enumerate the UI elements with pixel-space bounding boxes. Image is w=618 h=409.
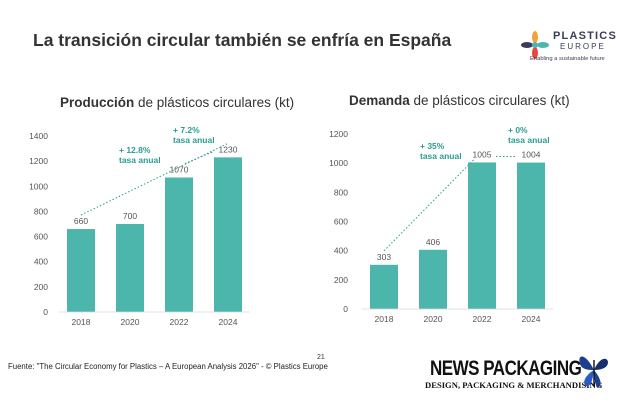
demand-title-rest: de plásticos circulares (kt)	[409, 93, 570, 108]
demand-data-label: 1004	[522, 150, 541, 160]
logo-name-line2: EUROPE	[560, 42, 606, 51]
demand-x-tick-label: 2022	[473, 314, 492, 324]
production-y-tick-label: 800	[34, 206, 48, 216]
demand-title-bold: Demanda	[349, 93, 410, 108]
production-data-label: 660	[74, 216, 88, 226]
logo-tagline: Enabling a sustainable future	[530, 56, 605, 62]
butterfly-icon	[579, 356, 608, 388]
demand-x-tick-label: 2024	[522, 314, 541, 324]
demand-y-tick-label: 400	[334, 246, 348, 256]
news-packaging-subtitle: DESIGN, PACKAGING & MERCHANDISING	[425, 380, 603, 390]
page-title: La transición circular también se enfría…	[33, 30, 452, 50]
production-data-label: 1070	[170, 164, 189, 174]
production-annotation-label: tasa anual	[173, 135, 215, 145]
production-bar	[116, 224, 144, 312]
production-y-tick-label: 0	[43, 307, 48, 317]
production-title-bold: Producción	[60, 95, 135, 110]
demand-chart-title: Demanda de plásticos circulares (kt)	[349, 93, 570, 108]
source-footnote: Fuente: "The Circular Economy for Plasti…	[8, 362, 328, 371]
demand-annotation-rate: + 0%	[508, 125, 528, 135]
production-y-tick-label: 200	[34, 282, 48, 292]
production-y-tick-label: 1200	[29, 156, 48, 166]
demand-bar	[370, 264, 398, 309]
production-data-label: 700	[123, 211, 137, 221]
demand-annotation-label: tasa anual	[420, 151, 462, 161]
production-chart-title: Producción de plásticos circulares (kt)	[60, 95, 294, 110]
production-bar	[67, 229, 95, 312]
production-trend-line-a	[80, 142, 229, 216]
news-packaging-title: NEWS PACKAGING	[430, 356, 582, 380]
production-data-label: 1230	[219, 144, 238, 154]
production-x-tick-label: 2018	[72, 317, 91, 327]
demand-data-label: 406	[426, 237, 440, 247]
logo-name-line1: PLASTICS	[553, 30, 617, 42]
star-icon	[521, 31, 549, 59]
production-annotation-rate: + 7.2%	[173, 125, 200, 135]
demand-bar	[468, 162, 496, 309]
demand-y-tick-label: 1200	[329, 129, 348, 139]
demand-annotation-rate: + 35%	[420, 141, 445, 151]
demand-data-label: 1005	[473, 149, 492, 159]
demand-annotation-label: tasa anual	[508, 135, 550, 145]
demand-data-label: 303	[377, 252, 391, 262]
demand-x-tick-label: 2020	[424, 314, 443, 324]
demand-y-tick-label: 800	[334, 187, 348, 197]
production-x-tick-label: 2024	[219, 317, 238, 327]
production-trend-line-b	[184, 150, 215, 164]
production-y-tick-label: 1000	[29, 181, 48, 191]
demand-y-tick-label: 1000	[329, 158, 348, 168]
demand-bar	[419, 249, 447, 309]
demand-trend-line-a	[383, 159, 475, 252]
production-x-tick-label: 2020	[121, 317, 140, 327]
news-packaging-logo: NEWS PACKAGING DESIGN, PACKAGING & MERCH…	[425, 354, 615, 404]
production-title-rest: de plásticos circulares (kt)	[134, 95, 295, 110]
production-bar	[165, 177, 193, 312]
production-annotation-rate: + 12.8%	[119, 145, 151, 155]
page-number: 21	[317, 354, 325, 361]
production-y-tick-label: 600	[34, 232, 48, 242]
production-y-tick-label: 1400	[29, 131, 48, 141]
demand-bar	[517, 162, 545, 309]
production-annotation-label: tasa anual	[119, 155, 161, 165]
production-y-tick-label: 400	[34, 257, 48, 267]
production-bar	[214, 157, 242, 312]
plastics-europe-logo: PLASTICS EUROPE Enabling a sustainable f…	[520, 30, 617, 70]
production-x-tick-label: 2022	[170, 317, 189, 327]
demand-y-tick-label: 0	[343, 304, 348, 314]
demand-y-tick-label: 600	[334, 217, 348, 227]
demand-y-tick-label: 200	[334, 275, 348, 285]
demand-x-tick-label: 2018	[375, 314, 394, 324]
